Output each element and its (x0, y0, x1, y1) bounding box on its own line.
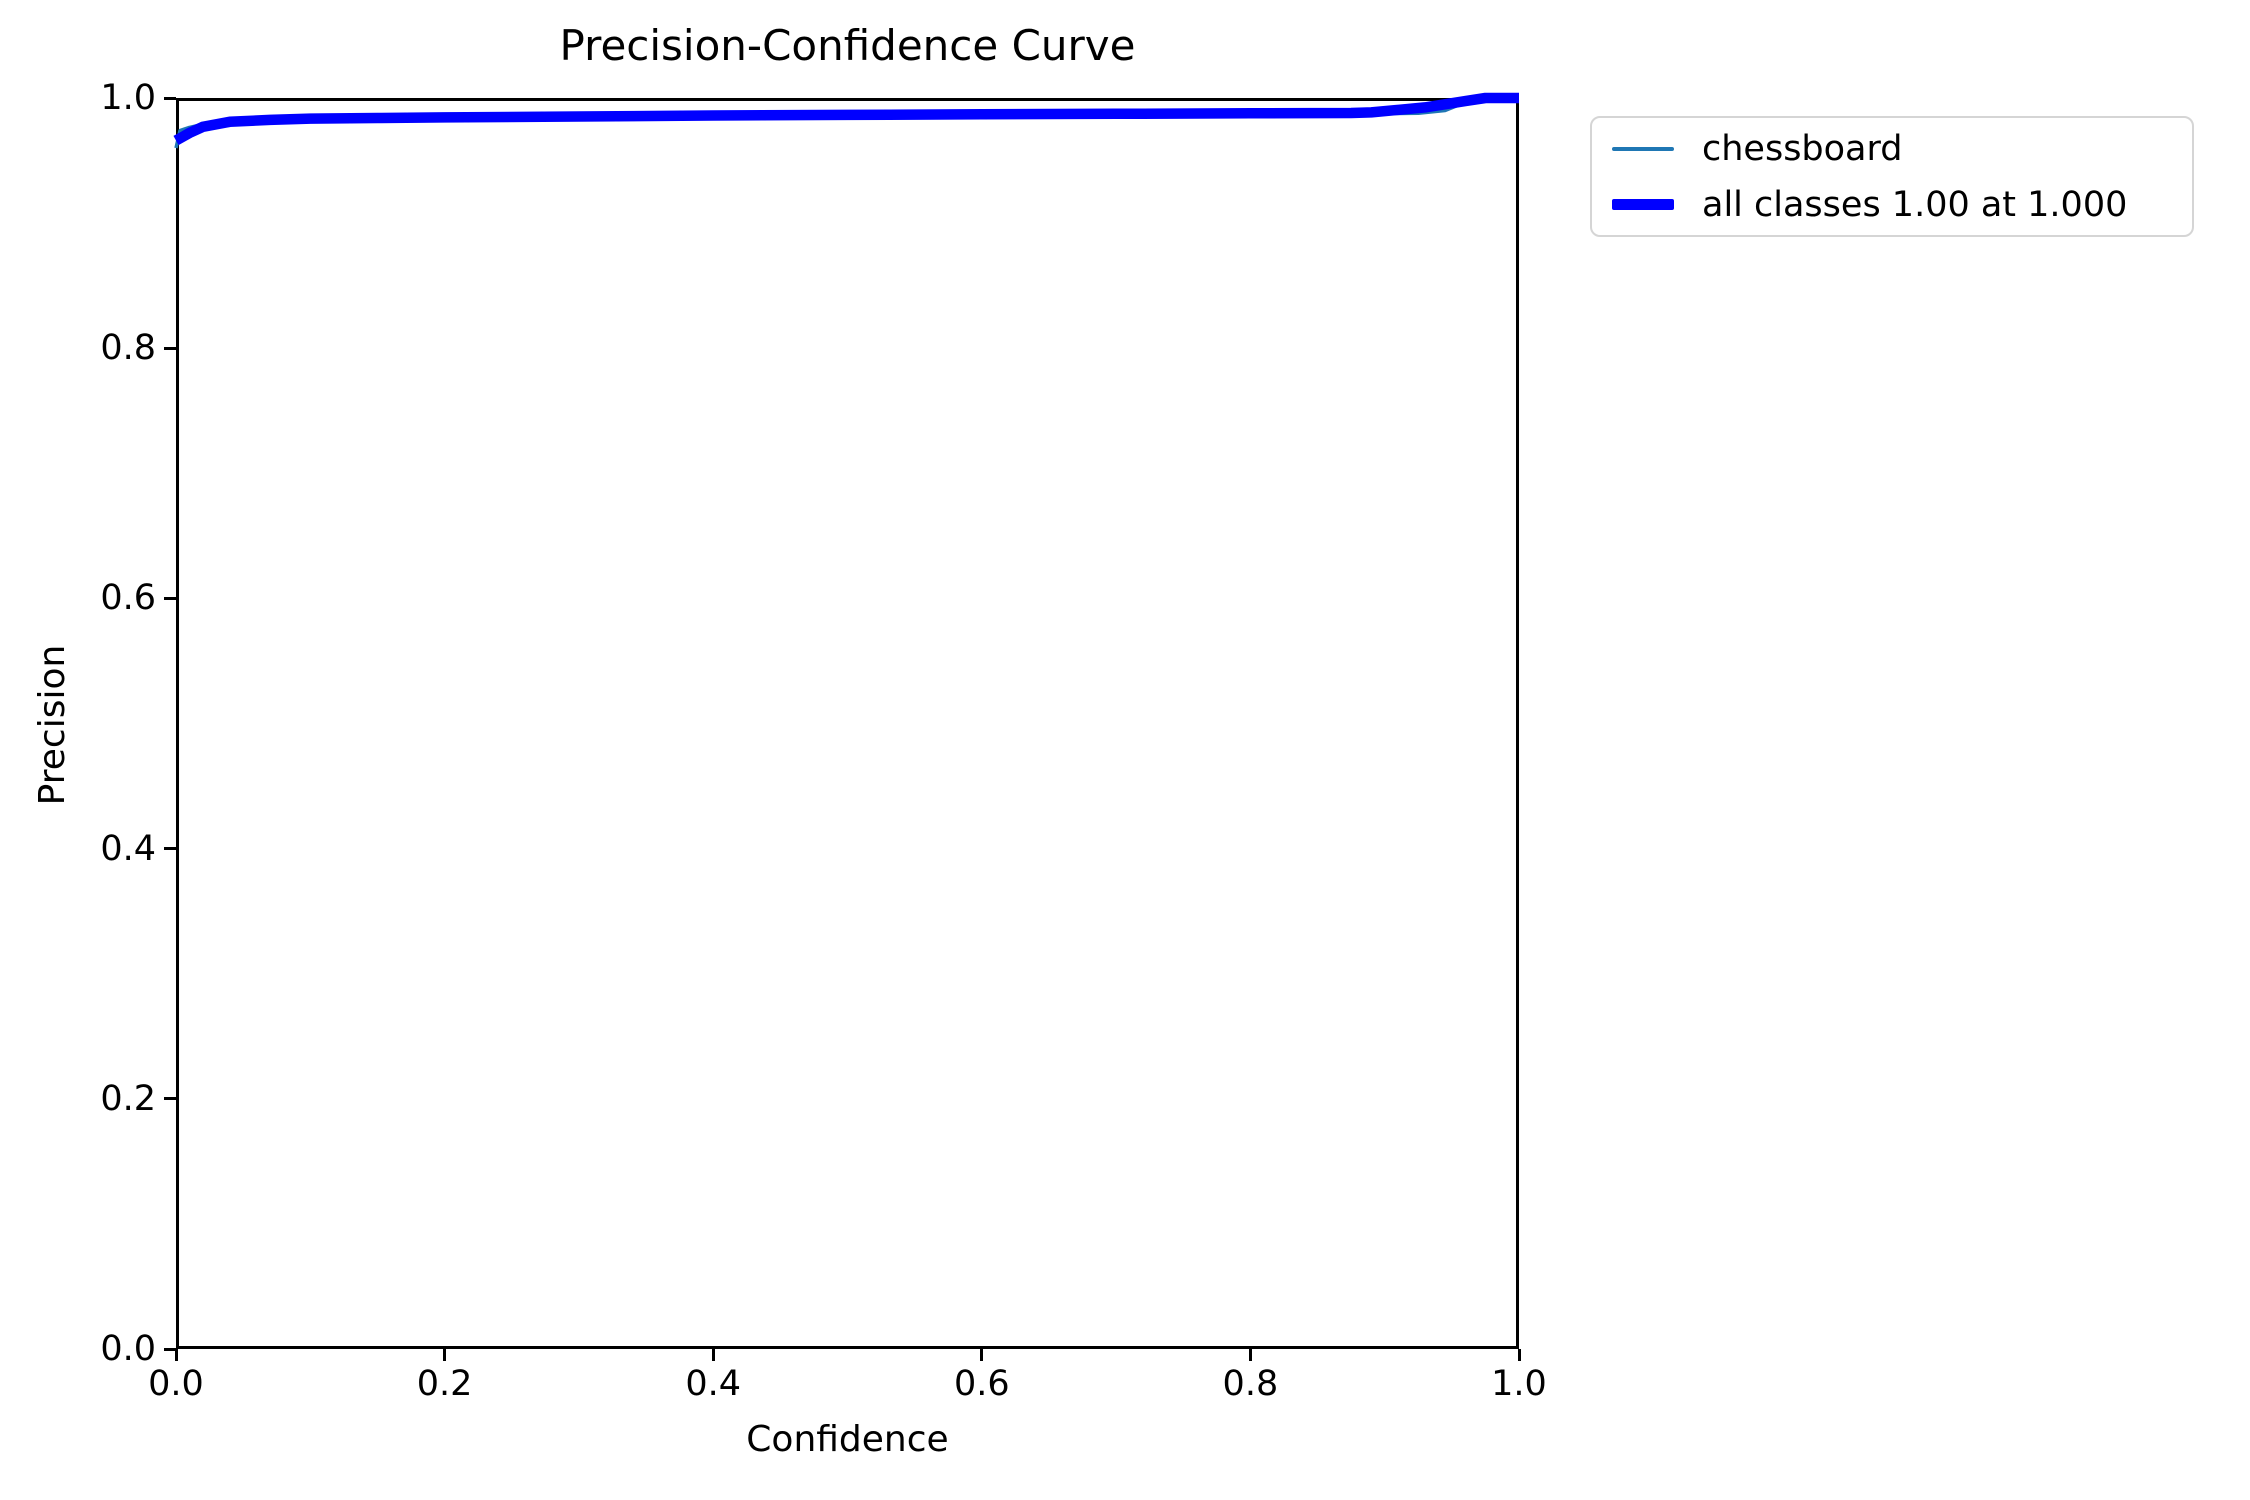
x-tick-mark (1248, 1349, 1252, 1361)
x-tick-label: 0.8 (1222, 1364, 1279, 1404)
y-tick-mark (164, 346, 176, 350)
y-tick-label: 0.2 (100, 1078, 156, 1119)
legend-item-all-classes: all classes 1.00 at 1.000 (1592, 184, 2192, 226)
y-tick-label: 0.0 (100, 1329, 156, 1369)
x-tick-mark (980, 1349, 984, 1361)
y-axis-label: Precision (32, 644, 73, 806)
x-tick-label: 0.2 (416, 1364, 473, 1404)
y-tick-mark (164, 847, 176, 851)
y-tick-mark (164, 596, 176, 600)
x-tick-label: 1.0 (1491, 1364, 1547, 1404)
legend-label-all-classes: all classes 1.00 at 1.000 (1702, 184, 2128, 225)
x-tick-label: 0.4 (685, 1364, 742, 1404)
plot-area (173, 92, 1519, 1349)
y-tick-label: 0.8 (100, 328, 156, 369)
curves-svg (173, 92, 1519, 149)
legend-label-chessboard: chessboard (1702, 128, 1903, 169)
x-tick-label: 0.0 (148, 1364, 204, 1404)
x-tick-mark (711, 1349, 715, 1361)
y-tick-mark (164, 1097, 176, 1101)
x-tick-label: 0.6 (953, 1364, 1010, 1404)
y-tick-label: 1.0 (100, 78, 156, 118)
legend-box: chessboard all classes 1.00 at 1.000 (1590, 116, 2194, 237)
series-line-all (173, 92, 1519, 146)
chessboard-line-swatch (1612, 146, 1674, 151)
y-tick-label: 0.4 (100, 828, 156, 869)
x-tick-mark (174, 1349, 178, 1361)
x-axis-label: Confidence (746, 1419, 949, 1460)
x-tick-mark (443, 1349, 447, 1361)
y-tick-mark (164, 96, 176, 100)
chart-title: Precision-Confidence Curve (559, 21, 1136, 70)
legend-item-chessboard: chessboard (1592, 128, 2192, 170)
y-tick-label: 0.6 (100, 578, 156, 619)
x-tick-mark (1517, 1349, 1521, 1361)
y-tick-mark (164, 1347, 176, 1351)
all-classes-line-swatch (1612, 199, 1674, 210)
